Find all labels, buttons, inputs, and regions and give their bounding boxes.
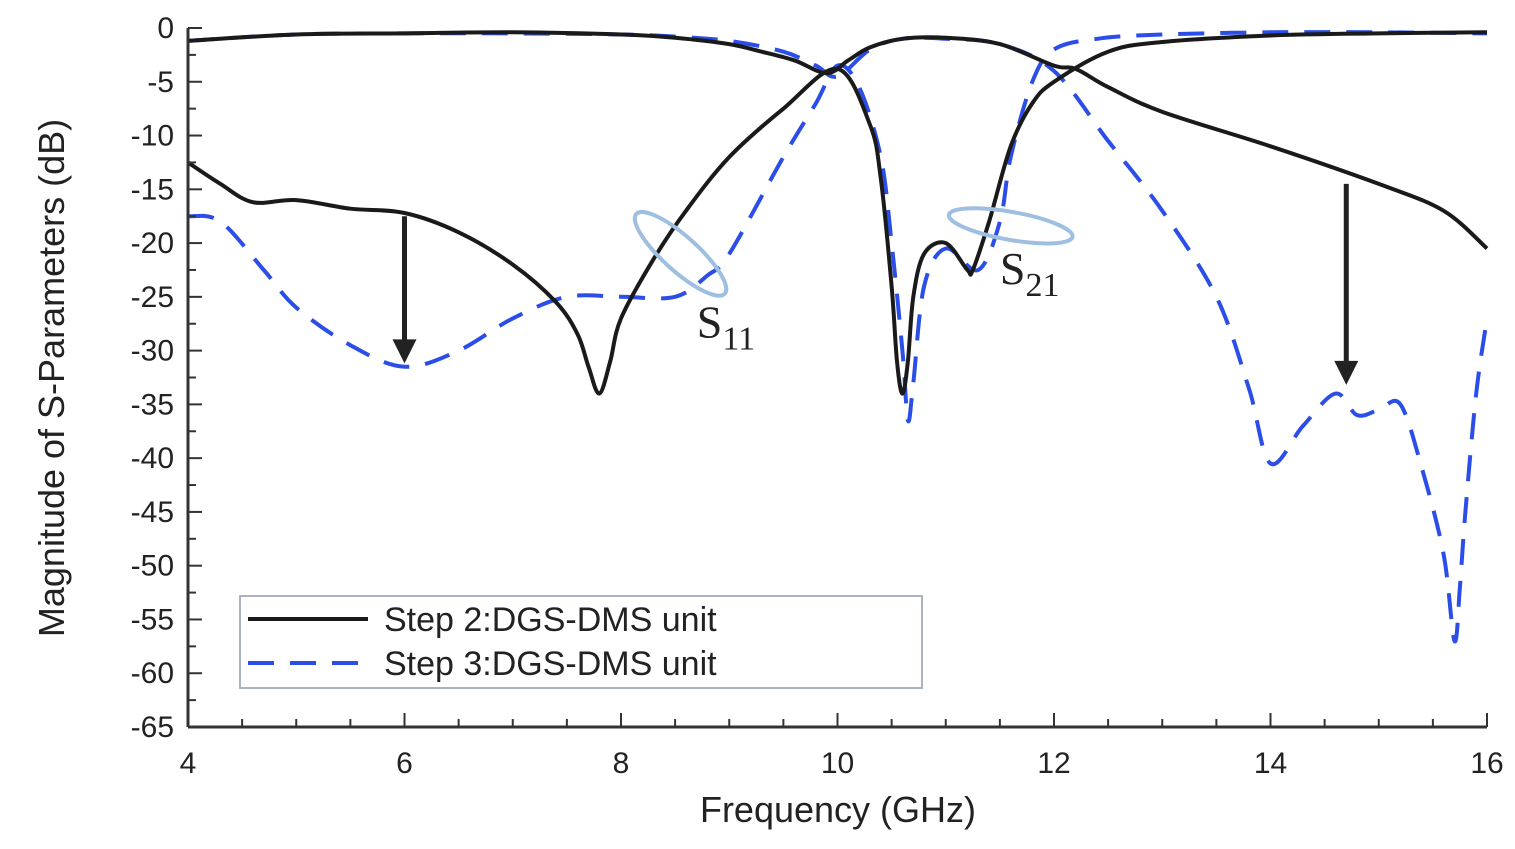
tick-labels: 4 6 8 10 12 14 16 0 -5 -10 -15 -20 -25 -30 -35 -40 -45 -5… [131, 12, 1504, 780]
s21-ellipse [946, 206, 1075, 246]
step-3-s11-line [187, 30, 1488, 424]
x-tick-label: 14 [1254, 747, 1287, 780]
step-2-s11-line [186, 30, 1488, 396]
y-tick-label: -10 [131, 120, 174, 153]
y-tick-label: -50 [131, 550, 174, 583]
y-tick-label: -15 [131, 173, 174, 206]
y-tick-label: -5 [147, 66, 174, 99]
x-tick-label: 6 [396, 747, 413, 780]
y-tick-label: -35 [131, 388, 174, 421]
s-letter: S [1000, 243, 1026, 294]
legend: Step 2:DGS-DMS unit Step 3:DGS-DMS unit [239, 595, 923, 689]
plot-curves [186, 30, 1489, 644]
s-subscript: 11 [722, 321, 755, 358]
y-tick-label: -25 [131, 281, 174, 314]
x-axis-title: Frequency (GHz) [700, 789, 976, 830]
y-tick-label: -65 [131, 711, 174, 744]
y-tick-label: -60 [131, 657, 174, 690]
y-tick-label: 0 [157, 12, 174, 45]
s11-ellipse [632, 209, 729, 298]
step-2-s21-line [187, 30, 1489, 251]
arrow-head [392, 339, 417, 364]
y-tick-label: -30 [131, 335, 174, 368]
y-tick-label: -45 [131, 496, 174, 529]
s11-label: S11 [697, 297, 755, 358]
x-tick-label: 16 [1470, 747, 1503, 780]
x-tick-label: 12 [1037, 747, 1070, 780]
legend-label-step-3: Step 3:DGS-DMS unit [384, 645, 717, 683]
y-tick-label: -55 [131, 603, 174, 636]
legend-label-step-2: Step 2:DGS-DMS unit [384, 601, 717, 639]
s-letter: S [697, 297, 723, 348]
plot-axes [186, 27, 1488, 729]
y-tick-label: -40 [131, 442, 174, 475]
x-tick-label: 8 [613, 747, 630, 780]
step-3-s21-line [187, 31, 1489, 644]
s-subscript: 21 [1025, 267, 1059, 304]
x-tick-label: 10 [821, 747, 854, 780]
legend-box [239, 595, 923, 689]
arrow-head [1334, 360, 1359, 385]
s21-label: S21 [1000, 243, 1060, 304]
y-tick-label: -20 [131, 227, 174, 260]
x-tick-label: 4 [180, 747, 197, 780]
y-axis-title: Magnitude of S-Parameters (dB) [31, 119, 72, 637]
